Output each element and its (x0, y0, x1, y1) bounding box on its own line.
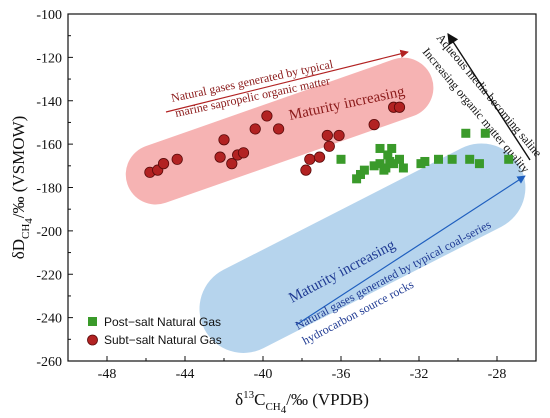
legend: Post−salt Natural Gas Subt−salt Natural … (87, 315, 222, 347)
post-salt-point (504, 154, 514, 164)
subt-salt-point (249, 123, 261, 135)
subt-salt-point (226, 158, 238, 170)
x-tick-label: -28 (488, 367, 507, 382)
points-layer (144, 101, 514, 184)
post-salt-point (465, 154, 475, 164)
x-title-sub2: 4 (281, 404, 287, 416)
subt-salt-point (237, 147, 250, 159)
subt-salt-point (300, 164, 312, 176)
x-tick-label: -44 (176, 367, 195, 382)
y-axis-title: δDCH4/‰ (VSMOW) (9, 116, 35, 260)
y-tick-label: -140 (36, 95, 62, 110)
blue-band (199, 143, 526, 353)
post-salt-point (375, 159, 385, 169)
subt-salt-point (333, 129, 345, 142)
y-tick-label: -200 (36, 225, 62, 240)
blue-arrow (295, 175, 526, 326)
post-salt-point (336, 154, 346, 164)
subt-salt-point (272, 123, 285, 135)
subt-salt-point (157, 158, 170, 170)
subt-salt-point (214, 151, 226, 163)
black-arrow (447, 33, 531, 161)
post-salt-point (416, 159, 426, 169)
legend-marker-subt-salt (87, 334, 98, 346)
subt-salt-point (393, 101, 406, 113)
ticks-layer: -48 -44 -40 -36 -32 -28 -260 -240 -220 -200 -180 -1… (36, 8, 537, 382)
post-salt-point (389, 159, 399, 169)
y-title-base: δD (9, 239, 28, 259)
subt-salt-point (313, 151, 326, 163)
subt-salt-point (171, 153, 183, 165)
x-tick-label: -40 (254, 367, 273, 382)
post-salt-point (398, 163, 408, 173)
y-tick-label: -220 (36, 268, 62, 283)
subt-salt-point (368, 119, 380, 131)
subt-salt-point (261, 110, 273, 122)
post-salt-point (480, 128, 490, 138)
subt-salt-point (304, 153, 316, 165)
post-salt-point (395, 154, 404, 164)
subt-salt-point (323, 140, 335, 152)
y-tick-label: -160 (36, 138, 62, 153)
y-tick-label: -240 (36, 312, 62, 327)
x-title-tail: /‰ (VPDB) (286, 390, 369, 409)
post-salt-point (387, 143, 397, 153)
x-tick-label: -48 (98, 367, 117, 382)
post-salt-point (447, 154, 457, 164)
x-title-mid: C (254, 390, 265, 409)
x-title-sub: CH (265, 401, 280, 413)
post-salt-point (375, 143, 385, 153)
legend-marker-post-salt (88, 317, 97, 326)
legend-label-post-salt: Post−salt Natural Gas (104, 315, 221, 329)
legend-label-subt-salt: Subt−salt Natural Gas (104, 333, 222, 347)
x-tick-label: -36 (332, 367, 351, 382)
y-tick-label: -180 (36, 182, 62, 197)
subt-salt-point (321, 129, 333, 142)
post-salt-point (379, 165, 389, 175)
x-axis-title: δ13CCH4/‰ (VPDB) (235, 389, 369, 416)
x-title-base: δ (235, 390, 243, 409)
post-salt-point (474, 159, 484, 169)
y-tick-label: -260 (36, 355, 62, 370)
y-title-sub: CH (20, 224, 32, 239)
post-salt-point (359, 165, 369, 175)
post-salt-point (369, 161, 379, 171)
post-salt-point (461, 128, 471, 138)
post-salt-point (383, 150, 393, 160)
red-arrow (165, 49, 409, 113)
x-title-sup: 13 (243, 389, 255, 401)
x-tick-label: -32 (410, 367, 429, 382)
black-note-line-1: Aqueous media becoming saline (434, 31, 545, 160)
y-tick-label: -120 (36, 51, 62, 66)
subt-salt-point (218, 134, 230, 146)
post-salt-point (434, 154, 443, 164)
y-tick-label: -100 (36, 8, 62, 23)
y-title-tail: /‰ (VSMOW) (9, 116, 28, 218)
y-title-sub2: 4 (23, 218, 35, 224)
